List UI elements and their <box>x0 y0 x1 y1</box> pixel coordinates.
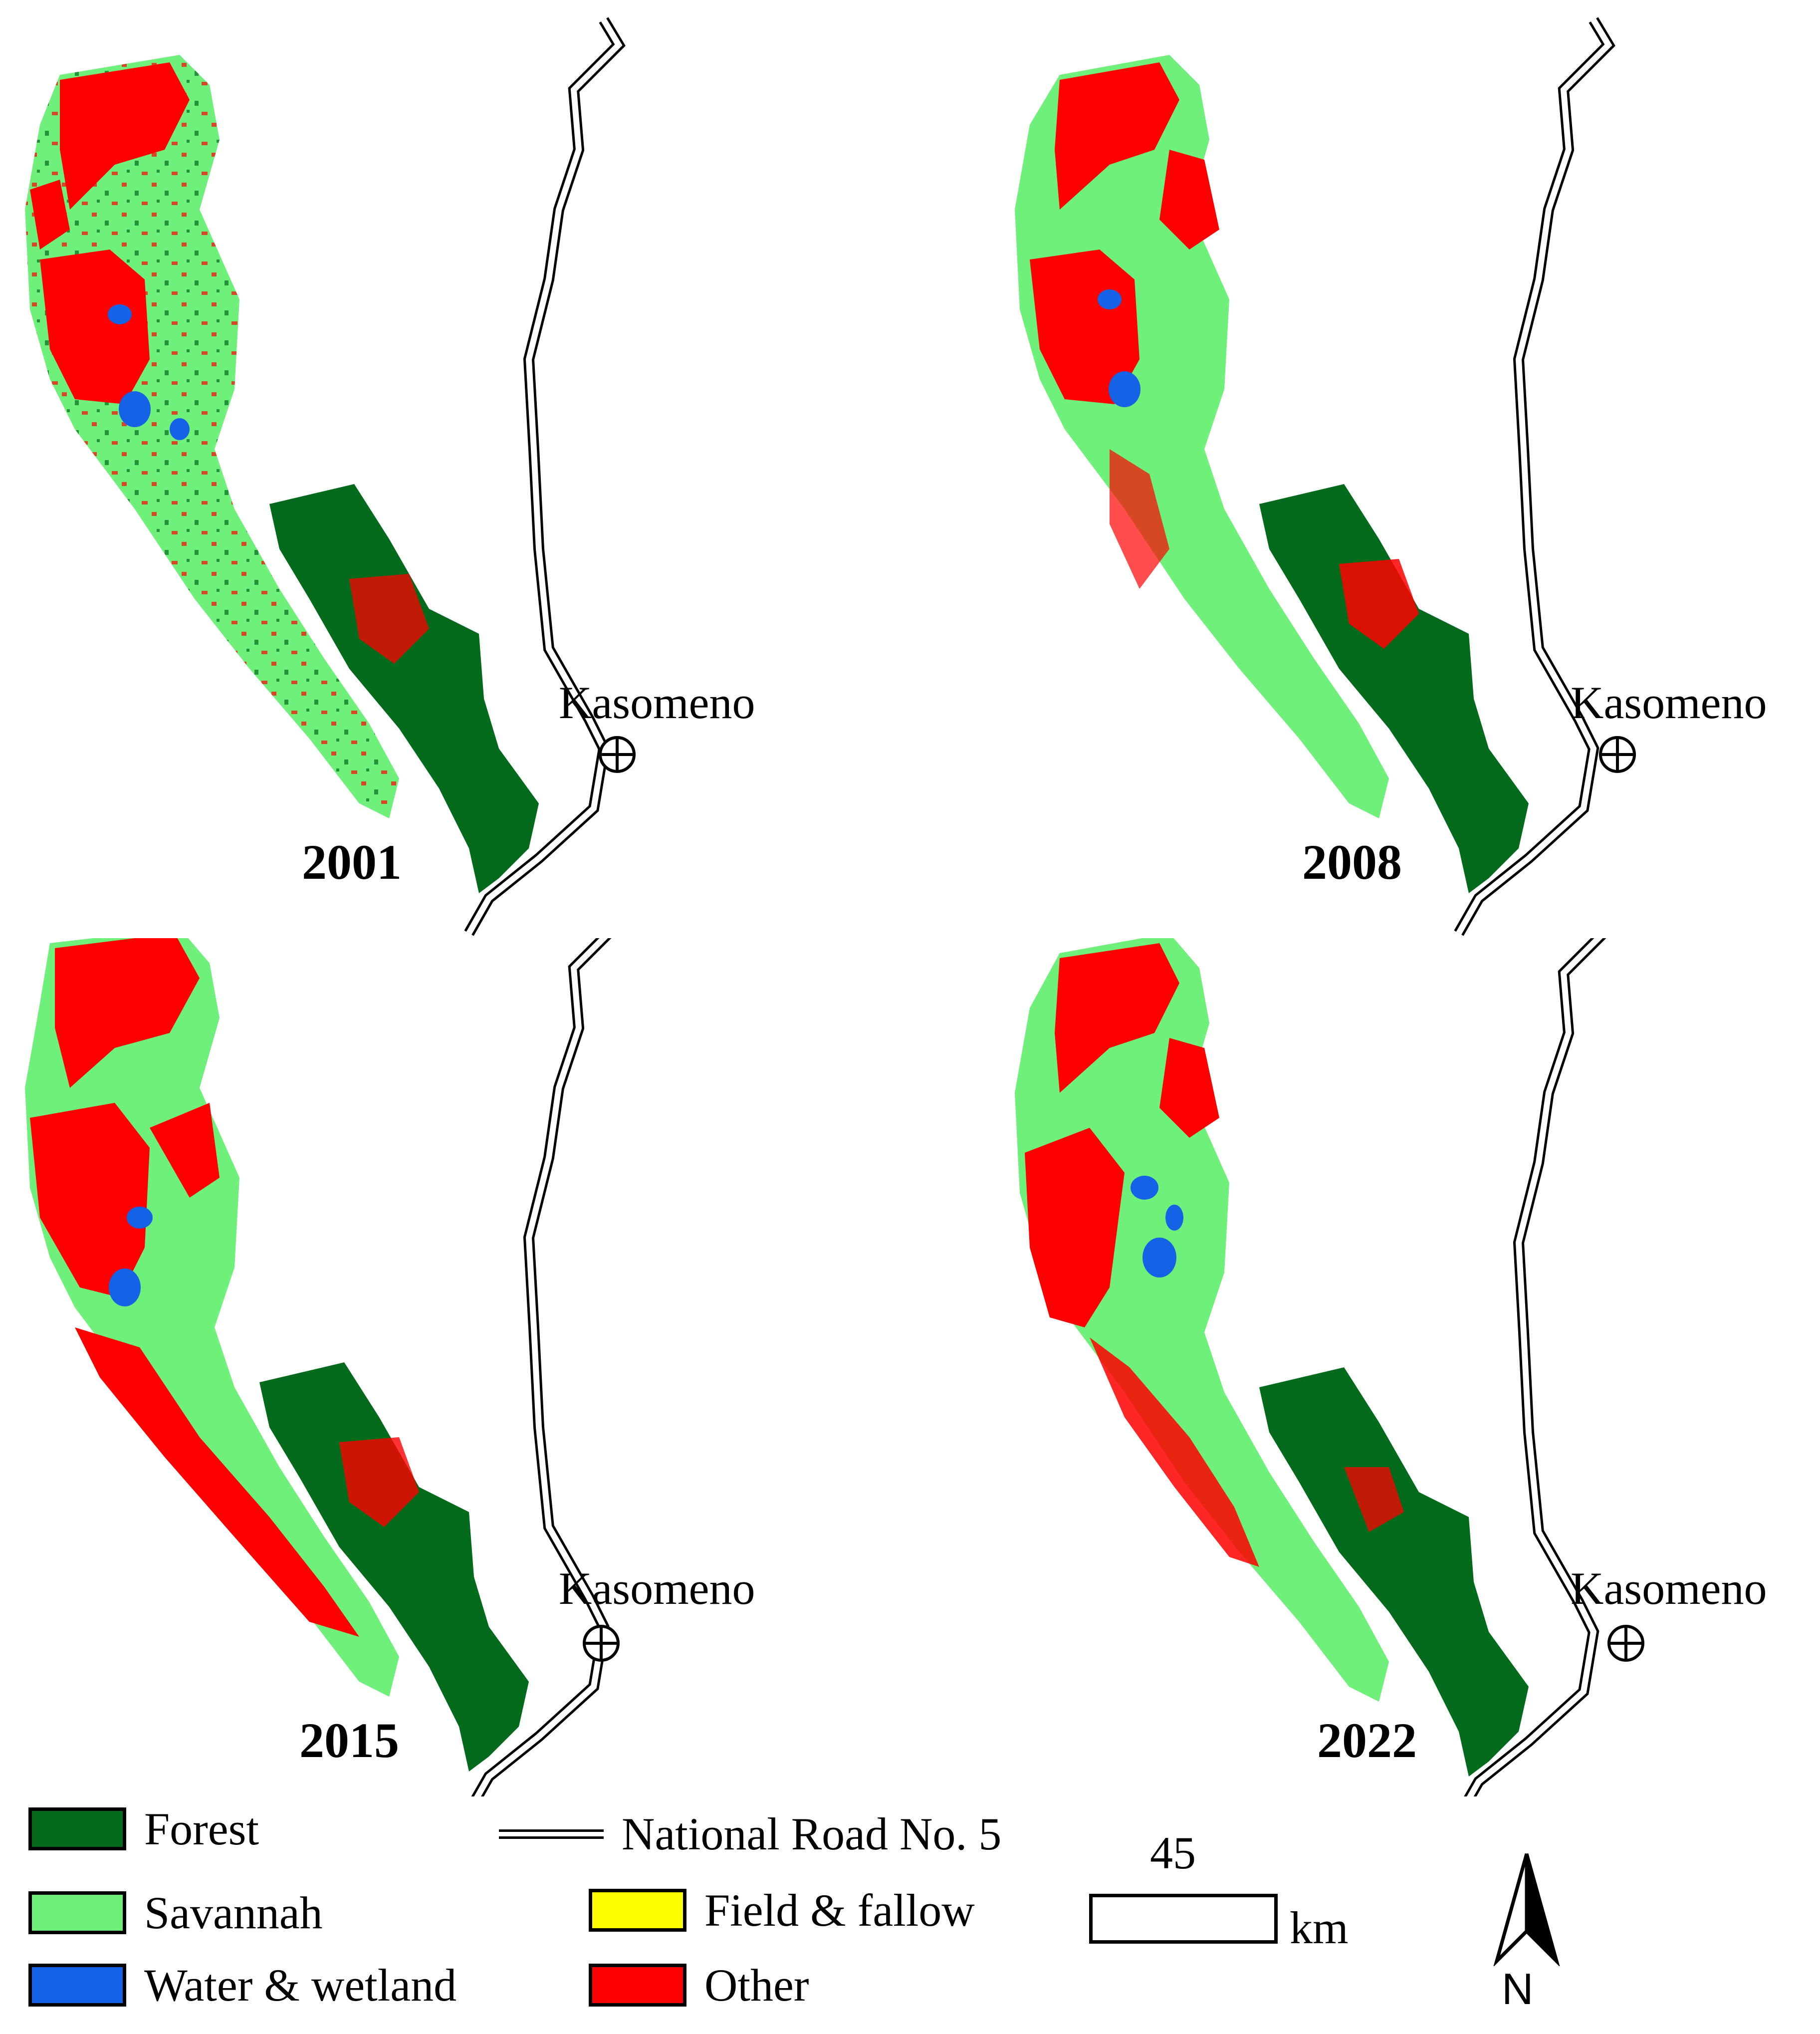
forest-region <box>269 484 539 893</box>
water-body <box>119 391 151 427</box>
legend-label: Water & wetland <box>144 1960 457 2011</box>
savannah-swatch <box>28 1891 126 1934</box>
forest-swatch <box>28 1807 126 1850</box>
town-marker-icon <box>599 736 636 773</box>
scale-value: 45 <box>1150 1827 1196 1878</box>
place-label-kasomeno: Kasomeno <box>1571 1563 1767 1614</box>
north-arrow-icon <box>1493 1853 1560 1966</box>
other-swatch <box>589 1964 686 2007</box>
legend-label: Savannah <box>144 1887 323 1938</box>
map-panel-2015 <box>25 938 620 1796</box>
legend-other: Other <box>589 1959 809 2012</box>
water-swatch <box>28 1964 126 2007</box>
legend-field-fallow: Field & fallow <box>589 1884 975 1937</box>
town-marker-icon <box>1599 736 1636 773</box>
town-marker-icon <box>583 1625 620 1662</box>
scale-bar <box>1089 1894 1278 1944</box>
map-panel-2022 <box>1015 938 1644 1796</box>
place-label-kasomeno: Kasomeno <box>559 1563 755 1614</box>
year-label-2008: 2008 <box>1302 834 1402 890</box>
town-marker-icon <box>1607 1625 1644 1662</box>
legend-label: Field & fallow <box>704 1885 975 1936</box>
road-symbol-icon <box>499 1826 604 1841</box>
legend-label: Forest <box>144 1803 259 1854</box>
legend-water-wetland: Water & wetland <box>28 1959 456 2012</box>
legend-label: National Road No. 5 <box>622 1808 1002 1859</box>
legend-label: Other <box>704 1960 809 2011</box>
year-label-2022: 2022 <box>1317 1713 1417 1768</box>
map-panel-2008 <box>1015 17 1636 936</box>
year-label-2001: 2001 <box>302 834 402 890</box>
map-panel-2001 <box>25 17 636 936</box>
place-label-kasomeno: Kasomeno <box>559 677 755 728</box>
legend-forest: Forest <box>28 1802 259 1855</box>
scale-unit: km <box>1290 1902 1349 1953</box>
field-swatch <box>589 1889 686 1932</box>
place-label-kasomeno: Kasomeno <box>1571 677 1767 728</box>
other-region <box>60 62 190 210</box>
year-label-2015: 2015 <box>299 1713 399 1768</box>
legend-road: National Road No. 5 <box>499 1807 1001 1860</box>
legend-savannah: Savannah <box>28 1886 323 1939</box>
north-label: N <box>1502 1964 1534 2014</box>
